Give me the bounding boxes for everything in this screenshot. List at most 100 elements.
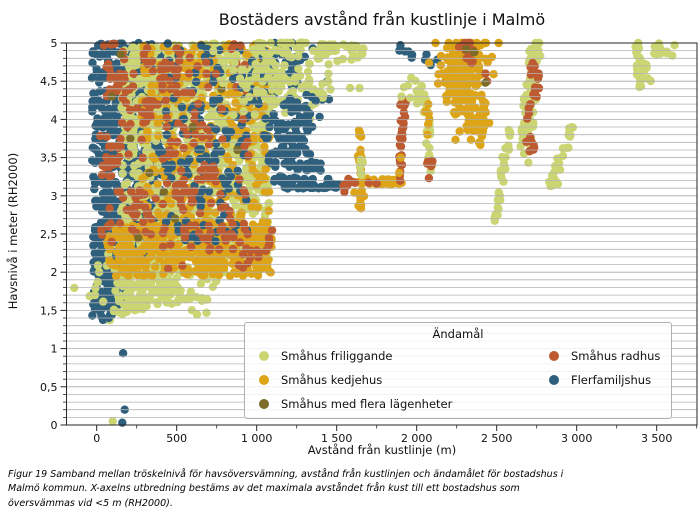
data-point (464, 75, 473, 85)
data-point (550, 167, 559, 177)
data-point (524, 108, 533, 118)
data-point (407, 53, 416, 62)
data-point (642, 60, 651, 69)
data-point (442, 43, 452, 53)
data-point (191, 68, 200, 77)
data-point (115, 152, 124, 162)
data-point (158, 242, 168, 251)
data-point (211, 139, 221, 148)
data-point (424, 58, 434, 68)
data-point (466, 135, 476, 144)
data-point (196, 202, 205, 211)
data-point (177, 189, 186, 198)
data-point (319, 90, 328, 99)
data-point (161, 217, 171, 227)
data-point (239, 219, 249, 228)
data-point (464, 104, 474, 113)
data-point (489, 70, 498, 79)
data-point (88, 103, 97, 112)
data-point (158, 81, 167, 90)
data-point (127, 142, 136, 151)
data-point (356, 155, 366, 164)
data-point (106, 160, 115, 169)
data-point (217, 104, 227, 114)
x-tick-label: 2 500 (481, 432, 513, 445)
data-point (654, 41, 663, 50)
data-point (288, 159, 297, 168)
data-point (144, 158, 153, 167)
data-point (493, 195, 503, 204)
data-point (197, 120, 207, 130)
data-point (289, 106, 298, 116)
data-point (473, 64, 482, 73)
data-point (257, 264, 266, 274)
data-point (165, 251, 175, 261)
data-point (88, 311, 97, 320)
data-point (117, 118, 127, 127)
data-point (107, 259, 117, 269)
data-point (90, 184, 99, 194)
data-point (403, 81, 413, 90)
axes (60, 42, 698, 431)
data-point (355, 83, 364, 93)
data-point (202, 308, 211, 317)
data-point (288, 86, 298, 96)
data-point (670, 41, 679, 50)
data-point (96, 74, 105, 83)
data-point (153, 179, 162, 188)
data-point (214, 270, 224, 280)
data-point (124, 62, 134, 72)
data-point (94, 96, 104, 106)
data-point (176, 158, 186, 167)
data-point (241, 49, 251, 58)
data-point (106, 219, 115, 228)
data-point (192, 310, 202, 319)
data-point (118, 418, 127, 427)
data-point (295, 112, 305, 122)
caption-line: översvämmas vid <5 m (RH2000). (8, 497, 173, 509)
data-point (102, 153, 111, 162)
data-point (422, 50, 431, 59)
data-point (350, 178, 360, 187)
legend-item-ra: Småhus radhus (543, 344, 663, 368)
data-point (195, 209, 205, 218)
data-point (137, 135, 146, 144)
data-point (116, 134, 125, 144)
data-point (96, 131, 105, 141)
data-point (250, 110, 259, 119)
data-point (115, 219, 125, 228)
data-point (167, 160, 176, 169)
data-point (92, 64, 101, 74)
data-point (284, 52, 294, 61)
data-point (91, 233, 100, 242)
data-point (280, 61, 289, 70)
data-point (205, 246, 214, 255)
data-point (209, 99, 218, 108)
data-point (264, 266, 273, 276)
data-point (139, 217, 148, 227)
data-point (164, 63, 173, 73)
data-point (202, 58, 211, 67)
data-point (204, 164, 213, 173)
data-point (91, 284, 100, 293)
data-point (422, 108, 432, 117)
data-point (493, 203, 502, 212)
data-point (339, 40, 348, 49)
data-point (338, 54, 348, 64)
data-point (229, 40, 239, 49)
data-point (143, 44, 152, 53)
data-point (104, 186, 113, 196)
data-point (266, 158, 275, 168)
x-axis-label: Avstånd från kustlinje (m) (307, 443, 457, 457)
data-point (221, 126, 230, 135)
legend-items: Småhus friliggande Småhus radhus Småhus ke… (253, 344, 663, 416)
y-tick-label: 5 (51, 37, 58, 50)
data-point (116, 50, 125, 59)
data-point (179, 123, 188, 133)
data-point (129, 50, 138, 59)
data-point (425, 114, 434, 124)
data-point (132, 249, 141, 258)
y-tick-label: 3 (51, 190, 58, 203)
data-point (524, 158, 533, 167)
chart-title: Bostäders avstånd från kustlinje i Malmö (218, 10, 546, 29)
